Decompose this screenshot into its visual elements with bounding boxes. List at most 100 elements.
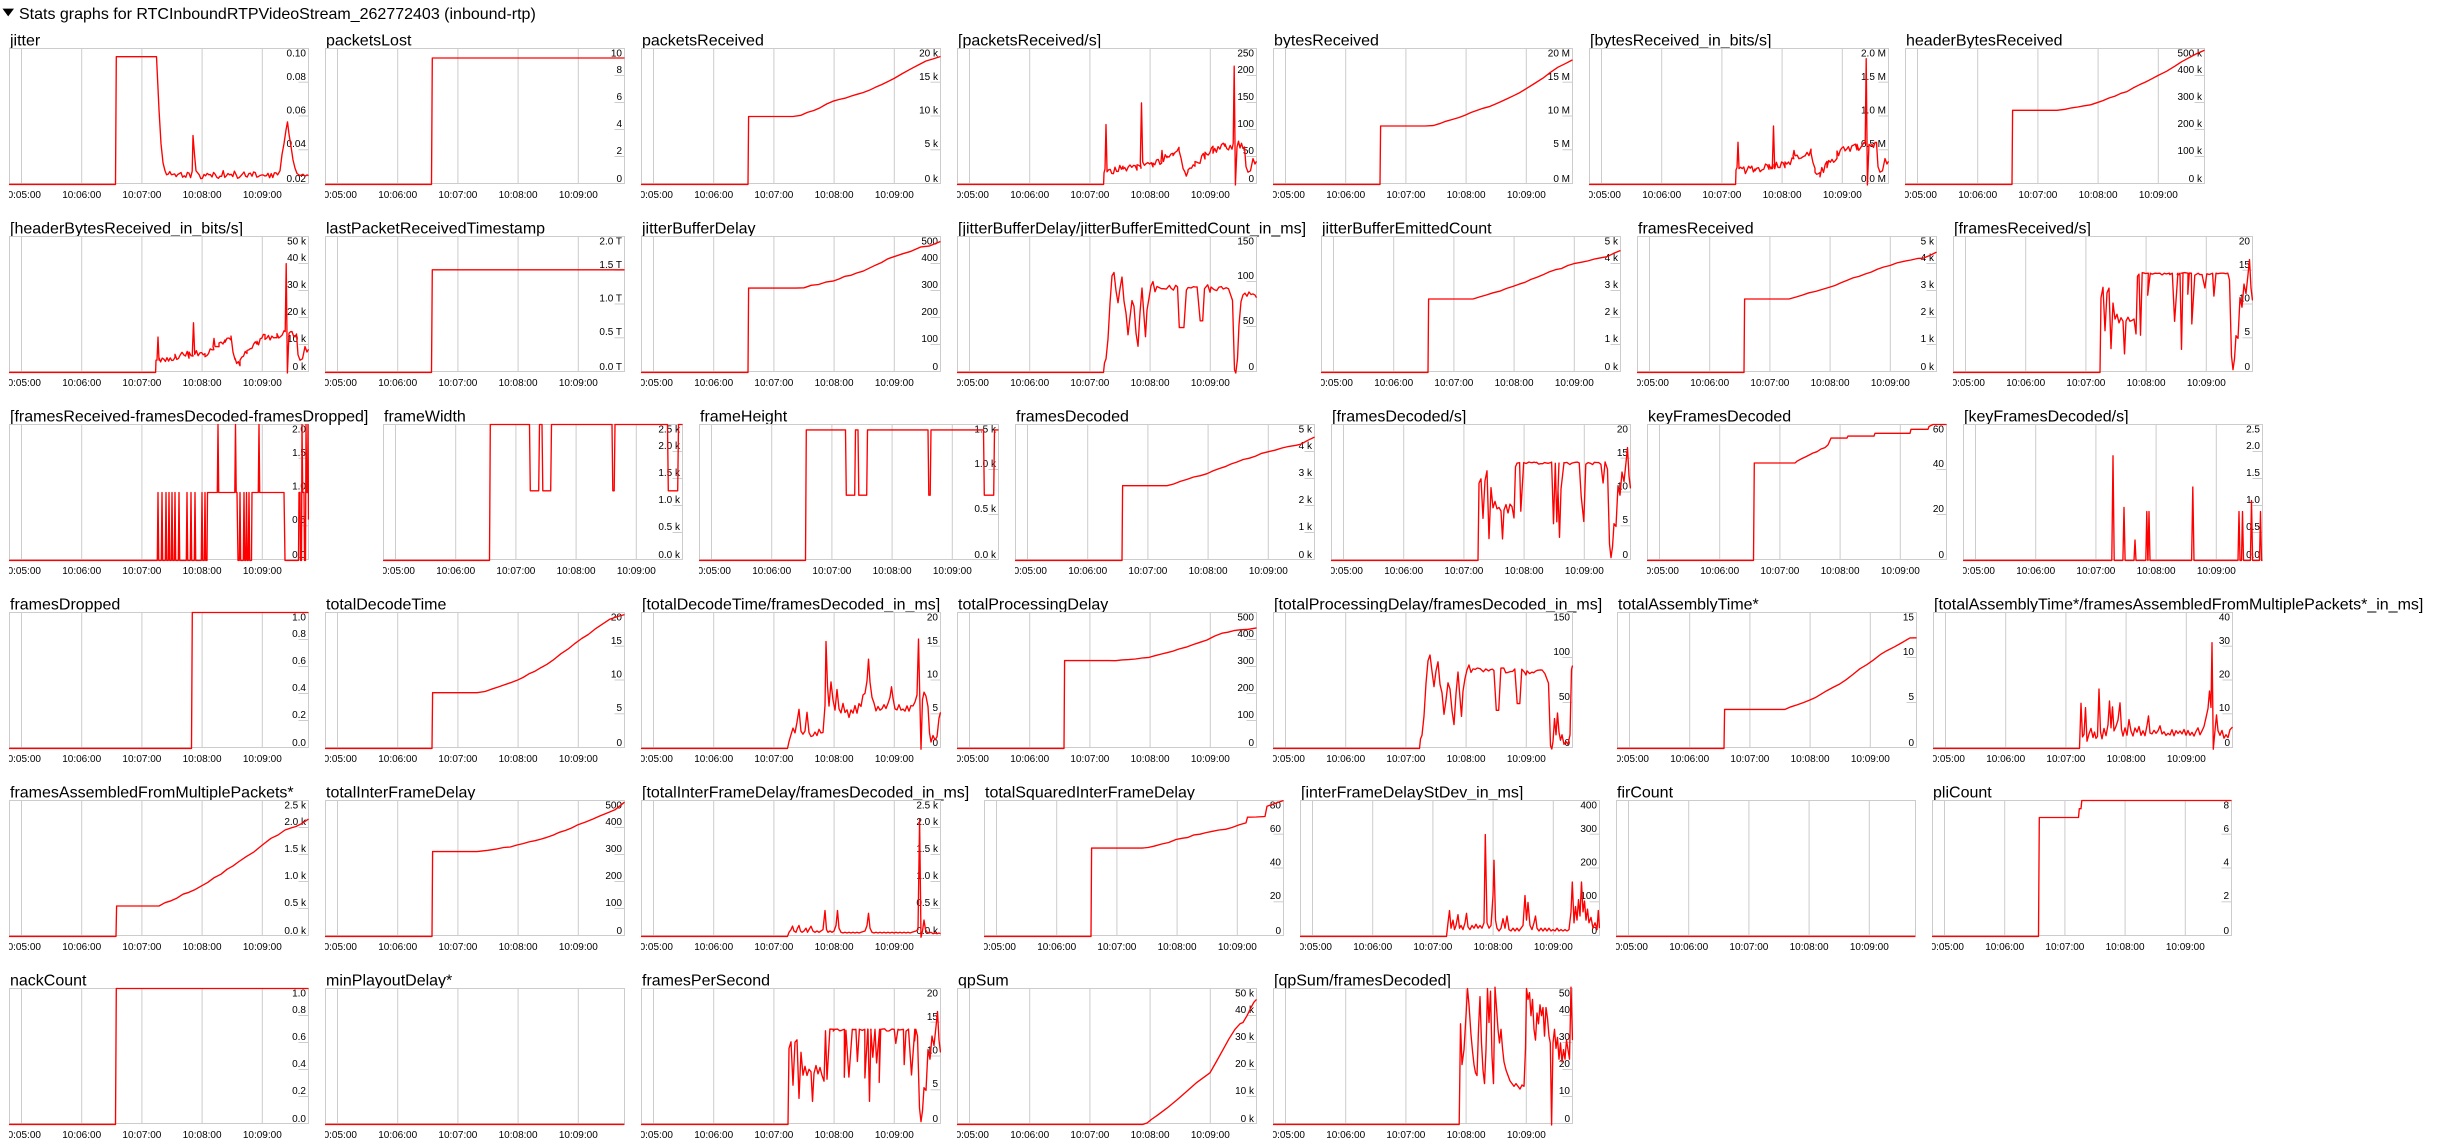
svg-text:10:07:00: 10:07:00	[438, 753, 477, 764]
svg-text:0.0: 0.0	[292, 1114, 306, 1125]
svg-text:10:07:00: 10:07:00	[122, 941, 161, 952]
svg-text:10:08:00: 10:08:00	[1495, 377, 1534, 388]
svg-text:1 k: 1 k	[1299, 522, 1313, 533]
svg-text:10:06:00: 10:06:00	[436, 565, 475, 576]
svg-text:10:06:00: 10:06:00	[694, 189, 733, 200]
svg-text:0: 0	[1591, 926, 1597, 937]
svg-text:400: 400	[921, 253, 938, 264]
svg-text:10:09:00: 10:09:00	[2197, 565, 2236, 576]
svg-text:0.10: 0.10	[287, 48, 307, 59]
svg-text:10:07:00: 10:07:00	[812, 565, 851, 576]
svg-text:10:06:00: 10:06:00	[1010, 189, 1049, 200]
svg-text:10:06:00: 10:06:00	[1642, 189, 1681, 200]
svg-text:10:05:00: 10:05:00	[634, 753, 673, 764]
svg-text:20: 20	[927, 612, 939, 623]
svg-text:10:09:00: 10:09:00	[1191, 1129, 1230, 1140]
svg-text:10:09:00: 10:09:00	[1507, 753, 1546, 764]
svg-text:10:08:00: 10:08:00	[183, 753, 222, 764]
svg-text:10:07:00: 10:07:00	[1730, 753, 1769, 764]
svg-text:frameHeight: frameHeight	[700, 408, 788, 425]
svg-text:300: 300	[921, 280, 938, 291]
svg-text:10:07:00: 10:07:00	[1128, 565, 1167, 576]
svg-text:10:08:00: 10:08:00	[1811, 377, 1850, 388]
svg-text:30: 30	[1559, 1032, 1571, 1043]
svg-text:10:09:00: 10:09:00	[559, 1129, 598, 1140]
svg-text:10:05:00: 10:05:00	[318, 753, 357, 764]
svg-text:10:08:00: 10:08:00	[2107, 753, 2146, 764]
svg-text:0 k: 0 k	[925, 174, 939, 185]
svg-text:150: 150	[1553, 612, 1570, 623]
svg-text:0.6: 0.6	[292, 1032, 306, 1043]
svg-text:20 k: 20 k	[1235, 1059, 1255, 1070]
svg-text:10:05:00: 10:05:00	[950, 753, 989, 764]
svg-text:10:06:00: 10:06:00	[378, 377, 417, 388]
svg-text:10:06:00: 10:06:00	[378, 1129, 417, 1140]
svg-text:500: 500	[1237, 612, 1254, 623]
svg-text:400 k: 400 k	[2178, 65, 2203, 76]
svg-text:10:07:00: 10:07:00	[1444, 565, 1483, 576]
svg-text:100: 100	[1237, 271, 1254, 282]
svg-text:0.6: 0.6	[292, 656, 306, 667]
svg-text:300: 300	[1580, 823, 1597, 834]
svg-text:10:07:00: 10:07:00	[122, 753, 161, 764]
svg-text:0.5 k: 0.5 k	[658, 522, 681, 533]
svg-text:10:06:00: 10:06:00	[378, 753, 417, 764]
svg-text:Stats graphs for RTCInboundRTP: Stats graphs for RTCInboundRTPVideoStrea…	[19, 6, 536, 23]
svg-text:framesDecoded: framesDecoded	[1016, 408, 1129, 425]
svg-text:10 k: 10 k	[919, 105, 939, 116]
svg-text:150: 150	[1237, 92, 1254, 103]
svg-text:15: 15	[2239, 259, 2251, 270]
svg-text:0 k: 0 k	[2189, 174, 2203, 185]
svg-text:2.0 k: 2.0 k	[284, 817, 307, 828]
svg-text:4: 4	[2223, 857, 2229, 868]
svg-text:50: 50	[1559, 988, 1571, 999]
svg-text:2.5 k: 2.5 k	[658, 424, 681, 435]
svg-text:10:06:00: 10:06:00	[1690, 377, 1729, 388]
svg-text:10:05:00: 10:05:00	[634, 941, 673, 952]
svg-text:5: 5	[1622, 515, 1628, 526]
svg-text:10:07:00: 10:07:00	[1386, 753, 1425, 764]
svg-text:10:05:00: 10:05:00	[1324, 565, 1363, 576]
svg-text:10:09:00: 10:09:00	[1249, 565, 1288, 576]
svg-text:10:07:00: 10:07:00	[2045, 941, 2084, 952]
svg-text:0: 0	[1564, 1114, 1570, 1125]
svg-text:0 k: 0 k	[293, 362, 307, 373]
svg-text:framesAssembledFromMultiplePac: framesAssembledFromMultiplePackets*	[10, 784, 294, 801]
svg-text:1.0 k: 1.0 k	[974, 459, 997, 470]
svg-text:10:05:00: 10:05:00	[1898, 189, 1937, 200]
svg-text:10:05:00: 10:05:00	[950, 1129, 989, 1140]
svg-text:200: 200	[605, 871, 622, 882]
svg-text:10:06:00: 10:06:00	[62, 565, 101, 576]
svg-text:40 k: 40 k	[287, 253, 307, 264]
svg-text:2.5 k: 2.5 k	[284, 800, 307, 811]
svg-text:10:05:00: 10:05:00	[634, 1129, 673, 1140]
svg-text:0.5 k: 0.5 k	[916, 898, 939, 909]
svg-text:0.5 k: 0.5 k	[974, 504, 997, 515]
svg-text:10:09:00: 10:09:00	[243, 189, 282, 200]
svg-text:10:05:00: 10:05:00	[1266, 753, 1305, 764]
svg-text:1.0: 1.0	[292, 481, 306, 492]
svg-text:5: 5	[616, 703, 622, 714]
svg-text:10:05:00: 10:05:00	[1956, 565, 1995, 576]
svg-text:0.08: 0.08	[287, 71, 307, 82]
svg-text:10:05:00: 10:05:00	[2, 189, 41, 200]
svg-text:10:06:00: 10:06:00	[1985, 941, 2024, 952]
svg-text:60: 60	[1933, 424, 1945, 435]
svg-text:10:05:00: 10:05:00	[1925, 941, 1964, 952]
svg-text:20: 20	[1617, 424, 1629, 435]
svg-text:10:06:00: 10:06:00	[62, 941, 101, 952]
svg-text:10: 10	[927, 669, 939, 680]
svg-text:10:06:00: 10:06:00	[1010, 1129, 1049, 1140]
svg-text:10:09:00: 10:09:00	[2139, 189, 2178, 200]
svg-text:10:09:00: 10:09:00	[1823, 189, 1862, 200]
svg-text:20: 20	[611, 612, 623, 623]
svg-text:10:05:00: 10:05:00	[692, 565, 731, 576]
svg-text:0.04: 0.04	[287, 139, 307, 150]
svg-text:10:05:00: 10:05:00	[2, 941, 41, 952]
svg-text:10:05:00: 10:05:00	[318, 189, 357, 200]
svg-text:10:07:00: 10:07:00	[754, 753, 793, 764]
svg-text:10:05:00: 10:05:00	[634, 377, 673, 388]
svg-text:10:09:00: 10:09:00	[1871, 377, 1910, 388]
svg-text:6: 6	[2223, 823, 2229, 834]
svg-text:0.0: 0.0	[292, 550, 306, 561]
